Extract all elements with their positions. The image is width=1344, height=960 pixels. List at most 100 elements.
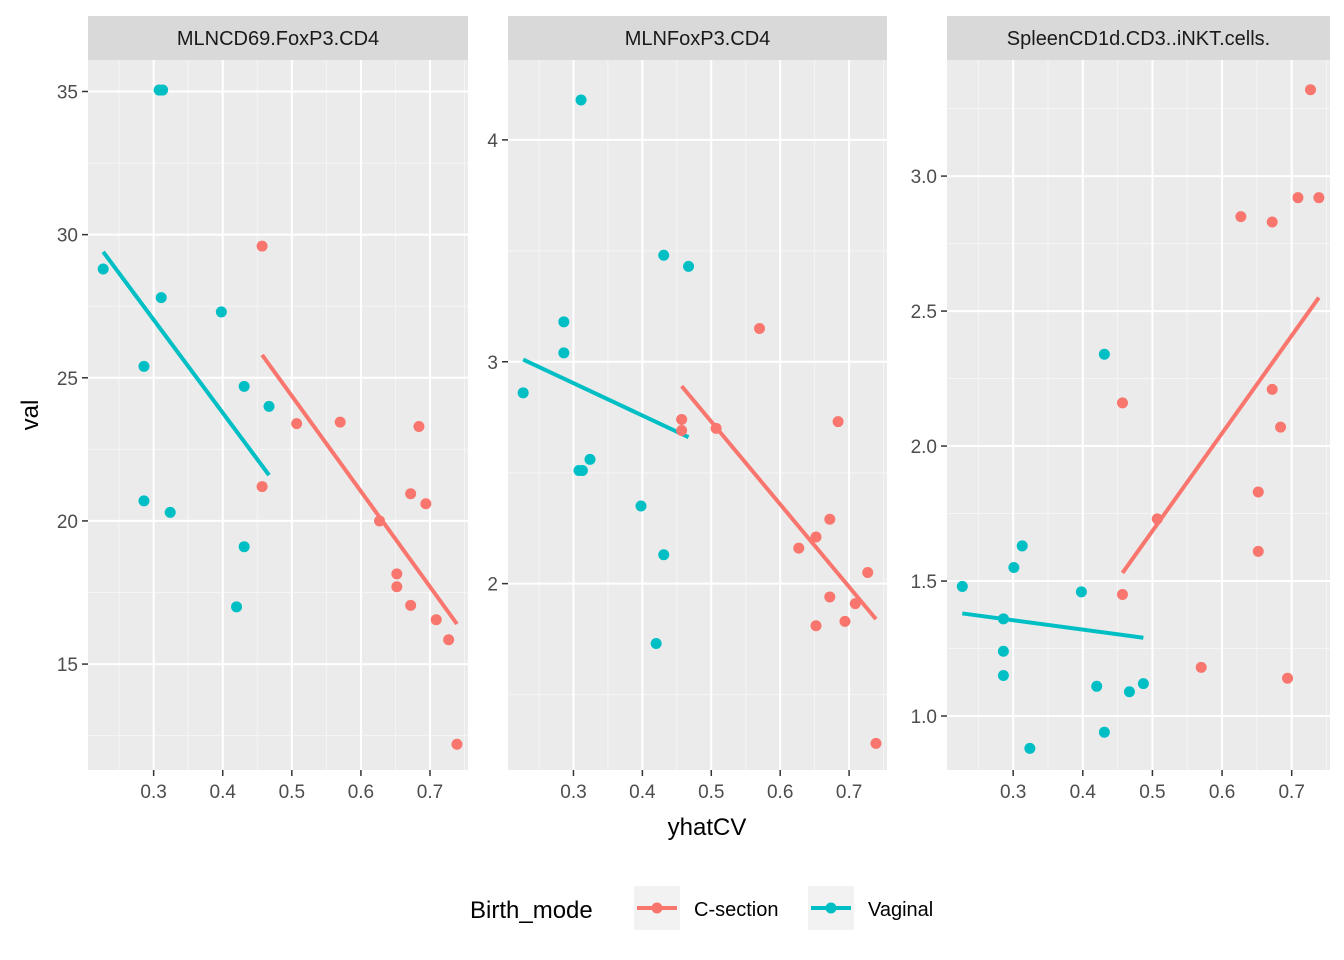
data-point-c-section [1313,192,1325,204]
data-point-vaginal [635,500,647,512]
y-tick-label: 15 [57,655,78,676]
legend: Birth_mode C-section Vaginal [470,886,933,930]
data-point-c-section [1282,672,1294,684]
data-point-vaginal [683,260,695,272]
legend-label: C-section [694,899,778,921]
data-point-c-section [1235,211,1247,223]
data-point-vaginal [997,645,1009,657]
data-point-vaginal [1008,562,1020,574]
data-point-vaginal [1024,742,1036,754]
facet-title: SpleenCD1d.CD3..iNKT.cells. [1007,28,1270,50]
data-point-c-section [256,481,268,493]
data-point-vaginal [658,249,670,261]
x-tick-label: 0.5 [1139,782,1165,803]
data-point-c-section [391,568,403,580]
data-point-c-section [839,615,851,627]
data-point-c-section [793,542,805,554]
data-point-c-section [1151,513,1163,525]
data-point-c-section [443,634,455,646]
data-point-vaginal [997,670,1009,682]
data-point-c-section [810,620,822,632]
facet-title: MLNFoxP3.CD4 [625,28,771,50]
data-point-c-section [1305,84,1317,96]
data-point-c-section [870,737,882,749]
fit-line-c-section [260,353,459,626]
fit-line-vaginal [101,250,271,477]
facet-strip [508,16,887,60]
x-tick-label: 0.6 [767,782,793,803]
y-tick-label: 2.5 [911,302,937,323]
facet-panel: MLNFoxP3.CD4 0.3 0.4 0.5 0.6 0.7 2 3 4 [487,16,887,803]
data-point-c-section [374,515,386,527]
x-tick-label: 0.7 [836,782,862,803]
data-point-c-section [1252,545,1264,557]
data-point-c-section [430,614,442,626]
data-point-c-section [1116,589,1128,601]
data-point-vaginal [1123,686,1135,698]
data-point-c-section [405,599,417,611]
y-tick-label: 3.0 [911,167,937,188]
x-tick-label: 0.3 [560,782,586,803]
y-tick-label: 25 [57,369,78,390]
y-tick-label: 20 [57,512,78,533]
data-point-c-section [291,418,303,430]
data-point-vaginal [238,380,250,392]
data-point-c-section [391,581,403,593]
data-point-vaginal [157,84,169,96]
x-tick-label: 0.5 [698,782,724,803]
legend-title: Birth_mode [470,897,593,924]
data-point-c-section [1195,661,1207,673]
data-point-vaginal [997,613,1009,625]
data-point-c-section [405,488,417,500]
data-point-c-section [862,567,874,579]
data-point-c-section [754,322,766,334]
data-point-vaginal [576,464,588,476]
facet-strip [88,16,468,60]
data-point-vaginal [155,292,167,304]
data-point-vaginal [215,306,227,318]
fit-line-vaginal [522,357,690,439]
data-point-c-section [810,531,822,543]
data-point-vaginal [1091,680,1103,692]
x-tick-label: 0.4 [629,782,656,803]
facet-strip [947,16,1330,60]
x-tick-label: 0.7 [417,782,443,803]
data-point-vaginal [1075,586,1087,598]
data-point-c-section [676,425,688,437]
data-point-c-section [1266,383,1278,395]
data-point-vaginal [575,94,587,106]
y-tick-label: 2 [487,575,498,596]
data-point-c-section [1275,421,1287,433]
data-point-vaginal [164,506,176,518]
data-point-vaginal [1098,348,1110,360]
x-tick-label: 0.3 [140,782,166,803]
data-point-vaginal [1137,678,1149,690]
x-tick-label: 0.4 [1070,782,1097,803]
data-point-c-section [1266,216,1278,228]
data-point-vaginal [138,360,150,372]
facet-title: MLNCD69.FoxP3.CD4 [177,28,379,50]
data-point-vaginal [231,601,243,613]
data-point-c-section [849,598,861,610]
x-tick-label: 0.7 [1278,782,1304,803]
data-point-vaginal [558,316,570,328]
x-axis-title: yhatCV [668,814,747,841]
data-point-vaginal [517,387,529,399]
x-tick-label: 0.3 [1000,782,1026,803]
legend-label: Vaginal [868,899,933,921]
data-point-vaginal [584,453,596,465]
y-tick-label: 35 [57,82,78,103]
data-point-c-section [413,420,425,432]
data-point-c-section [1292,192,1304,204]
data-point-c-section [832,416,844,428]
y-tick-label: 4 [487,131,498,152]
x-tick-label: 0.5 [279,782,305,803]
data-point-c-section [710,422,722,434]
legend-key-point [825,902,837,914]
panel-background [947,60,1330,770]
data-point-c-section [334,416,346,428]
data-point-c-section [676,413,688,425]
x-tick-label: 0.6 [348,782,374,803]
panel-background [88,60,468,770]
